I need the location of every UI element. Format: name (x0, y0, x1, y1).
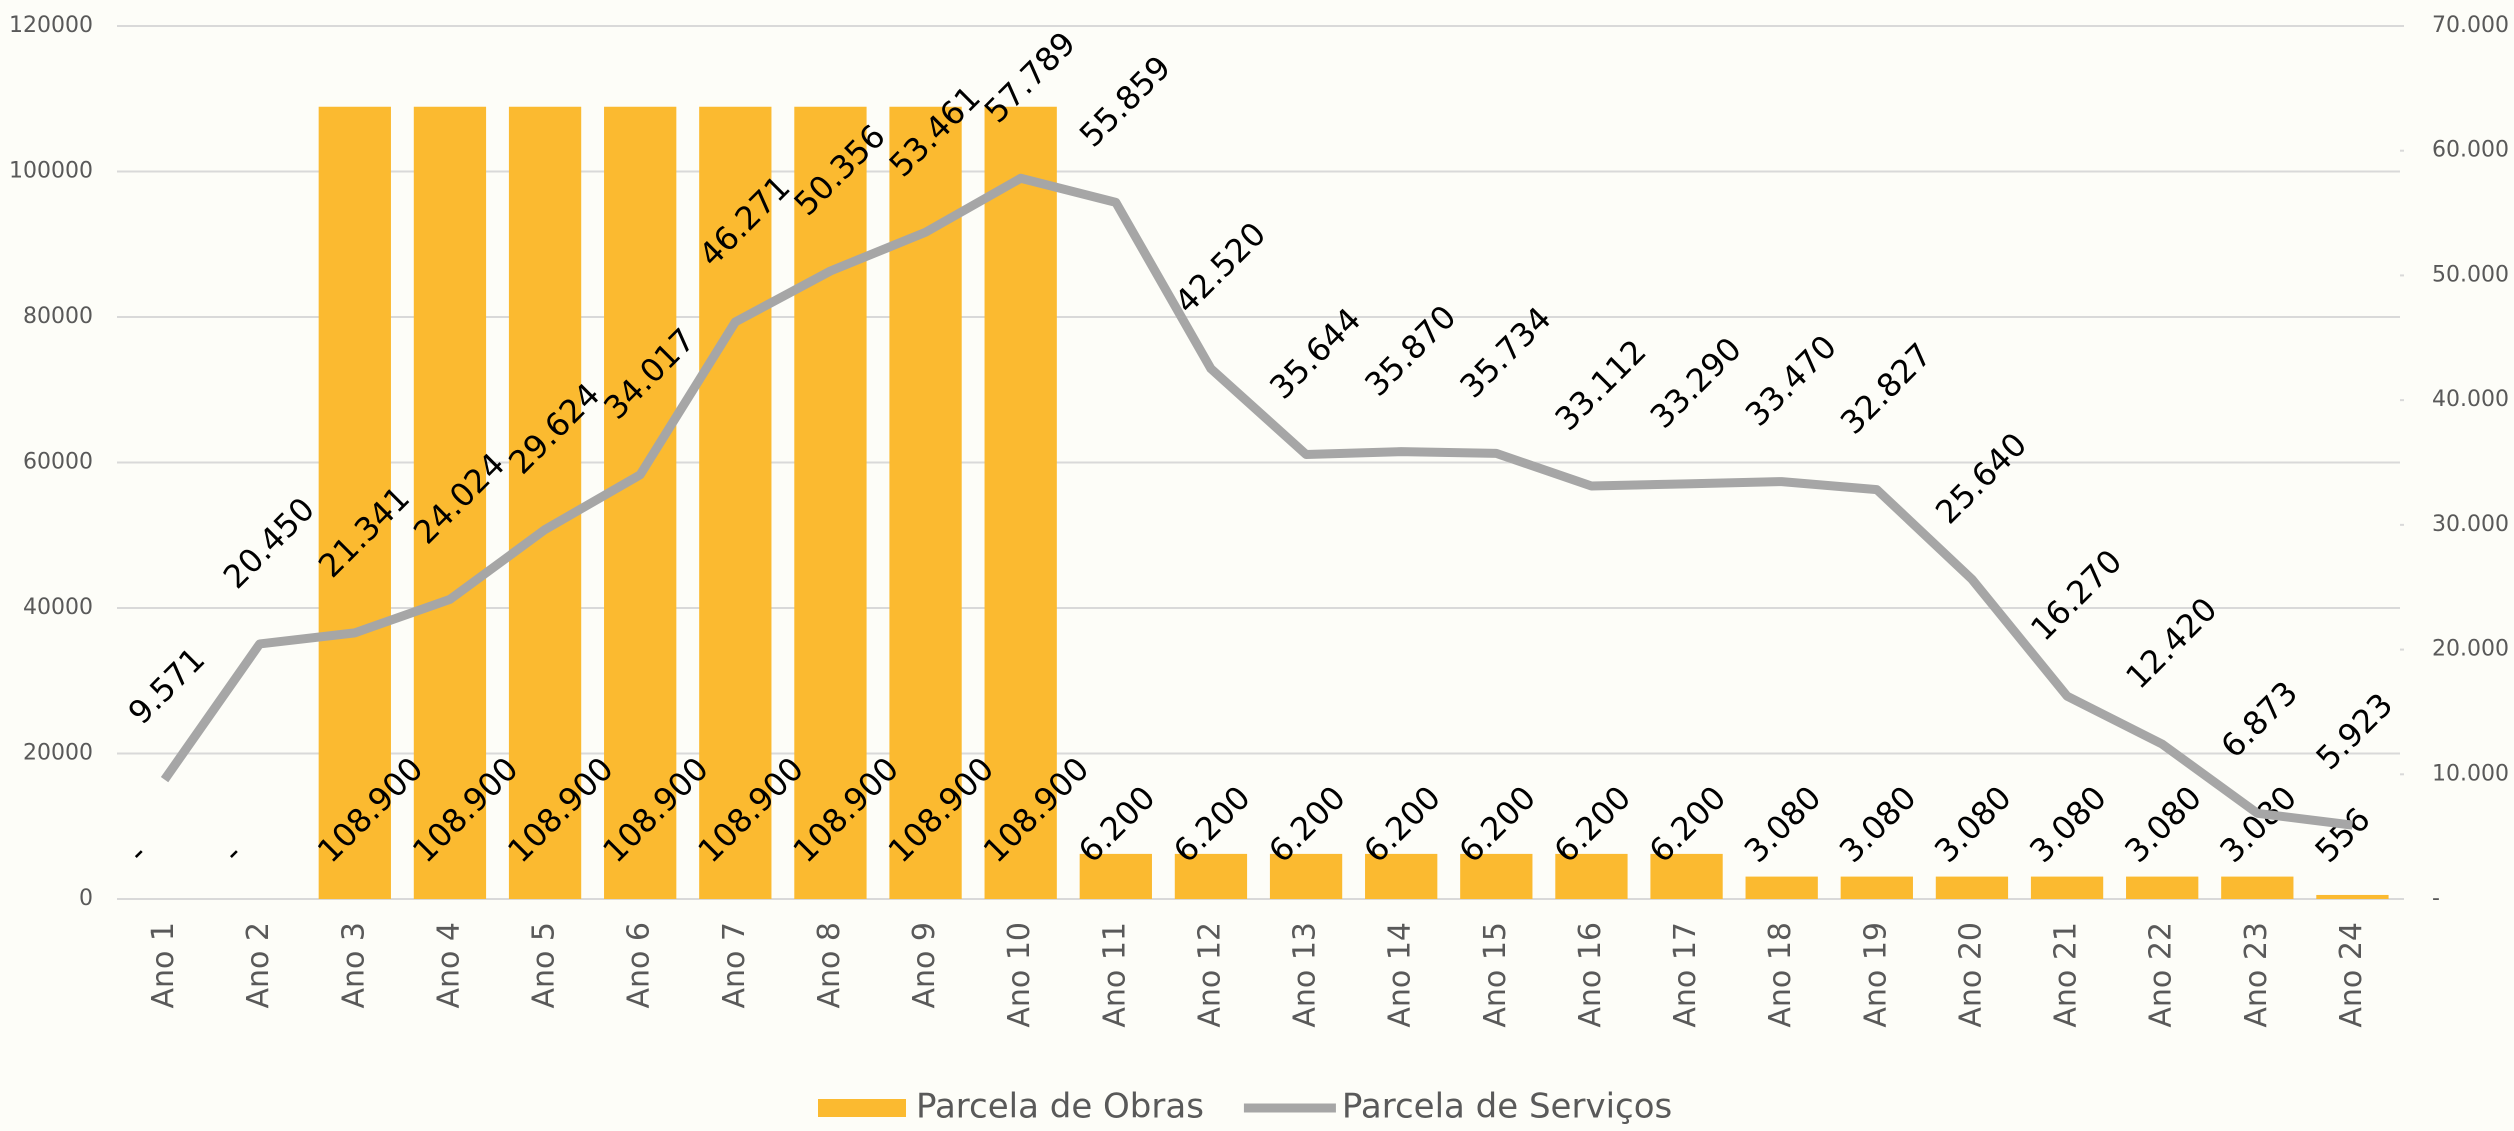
x-tick-label: Ano 1 (146, 922, 181, 1009)
line-value-label: 25.640 (1928, 425, 2034, 531)
bar (984, 106, 1057, 899)
bar (1365, 853, 1438, 899)
x-tick-label: Ano 11 (1097, 922, 1132, 1028)
legend-label: Parcela de Obras (916, 1087, 1204, 1127)
y2-tick-label: 30.000 (2432, 512, 2509, 537)
x-tick-label: Ano 7 (717, 922, 752, 1009)
y-tick-label: 0 (79, 886, 93, 911)
x-tick-label: Ano 15 (1478, 922, 1513, 1028)
x-tick-label: Ano 2 (241, 922, 276, 1009)
line-value-label: 9.571 (121, 640, 213, 732)
x-tick-label: Ano 13 (1288, 922, 1323, 1028)
x-tick-label: Ano 22 (2144, 922, 2179, 1028)
y-tick-label: 60000 (23, 450, 93, 475)
bar (1269, 853, 1343, 899)
y2-tick-label: 10.000 (2432, 761, 2509, 786)
line (160, 173, 2353, 830)
y-tick-label: 80000 (23, 304, 93, 329)
bar (1650, 853, 1723, 899)
bar-value-label: 556 (2308, 800, 2378, 870)
bar (699, 106, 772, 899)
x-tick-label: Ano 8 (812, 922, 847, 1009)
bar (1460, 853, 1533, 899)
x-tick-label: Ano 16 (1573, 922, 1608, 1028)
x-tick-label: Ano 12 (1192, 922, 1227, 1028)
x-tick-label: Ano 24 (2334, 922, 2369, 1028)
line-value-label: 55.859 (1072, 48, 1178, 154)
x-tick-label: Ano 19 (1858, 922, 1893, 1028)
y-tick-label: 120000 (9, 13, 93, 38)
y2-tick-label: 40.000 (2432, 387, 2509, 412)
line-value-label: 16.270 (2023, 542, 2129, 648)
line-value-label: 35.734 (1452, 299, 1558, 405)
bar (2316, 894, 2389, 899)
bar-value-label: 3.080 (1832, 778, 1924, 870)
x-tick-label: Ano 3 (336, 922, 371, 1009)
bar (1079, 853, 1152, 899)
legend-swatch (818, 1099, 906, 1117)
bar (508, 106, 582, 899)
bar-value-label: - (120, 835, 155, 870)
bar (604, 106, 677, 899)
bar (2126, 876, 2199, 899)
bar (794, 106, 867, 899)
x-tick-label: Ano 14 (1383, 922, 1418, 1028)
bar (413, 106, 487, 899)
bar-value-label: 3.080 (2117, 778, 2209, 870)
legend-label: Parcela de Serviços (1342, 1087, 1672, 1127)
y2-tick-label: 20.000 (2432, 637, 2509, 662)
bar (2221, 876, 2294, 899)
bar (1555, 853, 1628, 899)
y2-tick-label: - (2432, 886, 2440, 911)
x-tick-label: Ano 9 (907, 922, 942, 1009)
y2-tick-label: 60.000 (2432, 138, 2509, 163)
x-tick-label: Ano 18 (1763, 922, 1798, 1028)
bar (1935, 876, 2009, 899)
bar (2030, 876, 2104, 899)
line-value-label: 32.827 (1833, 336, 1939, 442)
bar (1745, 876, 1818, 899)
line-value-label: 5.923 (2309, 686, 2401, 778)
bar-value-label: - (215, 835, 250, 870)
y-tick-label: 20000 (23, 741, 93, 766)
y2-tick-label: 50.000 (2432, 262, 2509, 287)
bar-value-label: 3.080 (1927, 778, 2019, 870)
x-tick-label: Ano 10 (1002, 922, 1037, 1028)
x-tick-label: Ano 23 (2239, 922, 2274, 1028)
x-tick-label: Ano 17 (1668, 922, 1703, 1028)
line-value-label: 42.520 (1167, 215, 1273, 321)
y2-tick-label: 70.000 (2432, 13, 2509, 38)
y-tick-label: 40000 (23, 595, 93, 620)
x-tick-label: Ano 21 (2049, 922, 2084, 1028)
bar (1840, 876, 1913, 899)
bar-value-label: 3.080 (2022, 778, 2114, 870)
line-value-label: 33.290 (1643, 330, 1749, 436)
line-value-label: 33.470 (1738, 328, 1844, 434)
line-value-label: 33.112 (1548, 332, 1654, 438)
x-tick-label: Ano 6 (622, 922, 657, 1009)
y-tick-label: 100000 (9, 159, 93, 184)
bar (1174, 853, 1248, 899)
line-value-label: 6.873 (2213, 674, 2305, 766)
x-tick-label: Ano 4 (431, 922, 466, 1009)
x-tick-label: Ano 20 (1953, 922, 1988, 1028)
line-value-label: 35.870 (1357, 298, 1463, 404)
line-value-label: 20.450 (216, 490, 322, 596)
line-value-label: 12.420 (2118, 590, 2224, 696)
x-tick-label: Ano 5 (527, 922, 562, 1009)
bar (318, 106, 391, 899)
bar-value-label: 3.080 (1737, 778, 1829, 870)
